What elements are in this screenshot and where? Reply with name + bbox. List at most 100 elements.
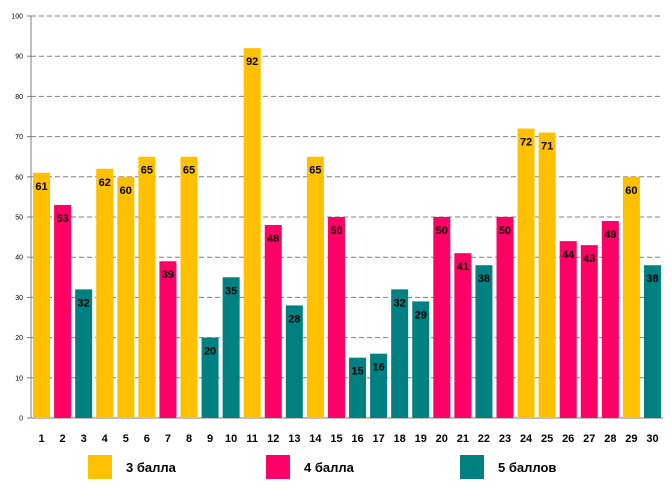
data-label-29: 60	[625, 185, 637, 197]
bar-11	[243, 48, 261, 418]
legend-swatch-3	[88, 455, 112, 479]
bar-15	[327, 217, 345, 418]
bar-3	[75, 289, 93, 418]
bar-12	[264, 225, 282, 418]
y-tick-label-10: 10	[15, 375, 23, 382]
legend-item-4: 4 балла	[266, 455, 354, 479]
bar-19	[412, 301, 430, 418]
x-tick-label-7: 7	[165, 433, 171, 445]
data-label-3: 32	[78, 297, 90, 309]
legend-swatch-4	[266, 455, 290, 479]
bar-30	[643, 265, 661, 418]
bar-20	[433, 217, 451, 418]
x-tick-label-14: 14	[309, 433, 322, 445]
legend-item-5: 5 баллов	[460, 455, 556, 479]
data-label-13: 28	[288, 313, 300, 325]
data-label-20: 50	[436, 225, 448, 237]
bar-8	[180, 156, 198, 418]
x-tick-label-21: 21	[457, 433, 469, 445]
data-label-2: 53	[56, 213, 68, 225]
x-tick-label-9: 9	[207, 433, 213, 445]
data-label-9: 20	[204, 346, 216, 358]
x-tick-label-27: 27	[583, 433, 595, 445]
bar-18	[391, 289, 409, 418]
bar-13	[285, 305, 303, 418]
x-tick-label-8: 8	[186, 433, 192, 445]
y-tick-label-100: 100	[11, 14, 23, 21]
x-tick-label-11: 11	[246, 433, 258, 445]
data-label-14: 65	[309, 165, 321, 177]
data-label-12: 48	[267, 233, 279, 245]
data-label-21: 41	[457, 261, 469, 273]
bar-7	[159, 261, 177, 418]
x-tick-label-30: 30	[646, 433, 658, 445]
bar-29	[622, 176, 640, 418]
y-tick-label-80: 80	[15, 94, 23, 101]
data-label-19: 29	[415, 309, 427, 321]
bar-26	[559, 241, 577, 418]
data-label-26: 44	[562, 249, 575, 261]
data-label-16: 15	[351, 366, 363, 378]
y-tick-label-60: 60	[15, 174, 23, 181]
grid-lines	[31, 15, 663, 379]
x-tick-label-1: 1	[38, 433, 44, 445]
bar-28	[601, 221, 619, 418]
data-label-15: 50	[330, 225, 342, 237]
bar-1	[33, 172, 51, 418]
x-tick-label-25: 25	[541, 433, 553, 445]
bar-23	[496, 217, 514, 418]
bar-10	[222, 277, 240, 418]
x-tick-label-18: 18	[394, 433, 406, 445]
data-label-7: 39	[162, 269, 174, 281]
bar-25	[538, 132, 556, 418]
y-tick-label-50: 50	[15, 215, 23, 222]
x-tick-label-15: 15	[330, 433, 342, 445]
legend-label-5: 5 баллов	[498, 459, 557, 475]
x-tick-label-16: 16	[351, 433, 363, 445]
x-tick-label-24: 24	[520, 433, 533, 445]
bar-14	[306, 156, 324, 418]
data-label-28: 49	[604, 229, 616, 241]
y-tick-label-90: 90	[15, 54, 23, 61]
bar-2	[54, 204, 72, 418]
x-tick-label-10: 10	[225, 433, 237, 445]
data-label-1: 61	[35, 181, 47, 193]
x-tick-label-19: 19	[415, 433, 427, 445]
bar-17	[370, 353, 388, 418]
x-tick-label-3: 3	[81, 433, 87, 445]
x-tick-label-26: 26	[562, 433, 574, 445]
data-label-23: 50	[499, 225, 511, 237]
bar-4	[96, 168, 114, 418]
data-label-30: 38	[646, 273, 658, 285]
x-tick-label-20: 20	[436, 433, 448, 445]
legend-item-3: 3 балла	[88, 455, 176, 479]
bar-9	[201, 337, 219, 418]
x-tick-label-6: 6	[144, 433, 150, 445]
data-label-5: 60	[120, 185, 132, 197]
data-labels: 61 53 32 62 60 65 39 65 20 35 92 48 28 65 50 15 16 32 29 50…	[35, 56, 658, 378]
bar-16	[349, 357, 367, 418]
x-tick-label-2: 2	[60, 433, 66, 445]
legend-swatch-5	[460, 455, 484, 479]
data-label-8: 65	[183, 165, 195, 177]
y-tick-label-70: 70	[15, 134, 23, 141]
data-label-4: 62	[99, 177, 111, 189]
y-tick-label-20: 20	[15, 335, 23, 342]
data-label-17: 16	[372, 362, 384, 374]
x-tick-label-22: 22	[478, 433, 490, 445]
y-tick-label-30: 30	[15, 295, 23, 302]
legend-label-4: 4 балла	[304, 459, 354, 475]
x-tick-label-12: 12	[267, 433, 279, 445]
legend-label-3: 3 балла	[126, 459, 176, 475]
bar-24	[517, 128, 535, 418]
data-label-22: 38	[478, 273, 490, 285]
data-label-25: 71	[541, 141, 553, 153]
x-tick-label-17: 17	[372, 433, 384, 445]
x-tick-label-29: 29	[625, 433, 637, 445]
bar-27	[580, 245, 598, 418]
x-tick-label-4: 4	[102, 433, 109, 445]
x-tick-label-23: 23	[499, 433, 511, 445]
data-label-24: 72	[520, 137, 532, 149]
